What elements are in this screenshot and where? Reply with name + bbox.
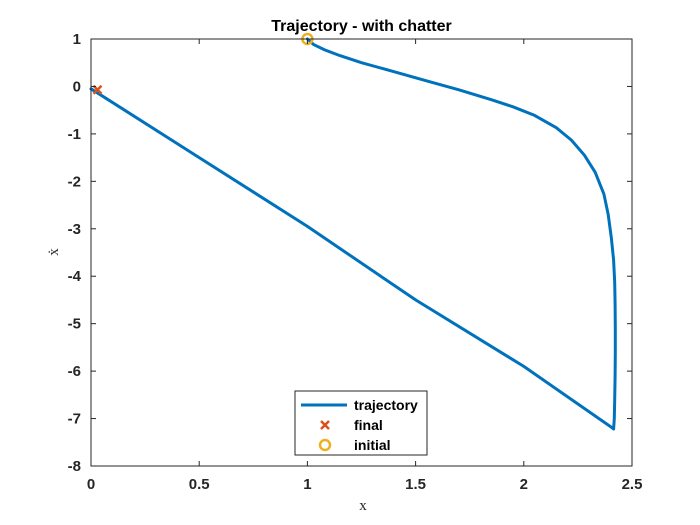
- y-axis-label: ẋ: [46, 248, 62, 256]
- legend-items: trajectory final initial: [301, 397, 418, 453]
- legend-swatch-final-stroke-b: [320, 420, 330, 430]
- x-tick-label: 1: [303, 476, 311, 493]
- x-tick-label: 1.5: [405, 476, 426, 493]
- y-tick-label: -4: [68, 268, 82, 285]
- y-tick-label: -8: [68, 458, 81, 475]
- chart-title: Trajectory - with chatter: [271, 18, 452, 35]
- legend: trajectory final initial: [294, 390, 428, 456]
- y-tick-label: -1: [68, 126, 81, 143]
- ticks-layer: [90, 38, 633, 467]
- y-tick-label: -7: [68, 411, 81, 428]
- legend-swatch-initial: [318, 438, 332, 452]
- y-tick-label: -5: [68, 316, 81, 333]
- y-tick-label: -3: [68, 221, 81, 238]
- legend-label-final: final: [354, 417, 383, 433]
- legend-label-initial: initial: [354, 437, 391, 453]
- x-tick-label: 0: [87, 476, 95, 493]
- legend-label-trajectory: trajectory: [354, 397, 418, 413]
- x-tick-label: 2: [520, 476, 528, 493]
- legend-swatch-final: [320, 420, 330, 430]
- x-tick-label: 0.5: [189, 476, 210, 493]
- y-tick-label: 0: [73, 78, 81, 95]
- legend-box: [294, 390, 428, 456]
- y-tick-label: -2: [68, 173, 81, 190]
- x-axis-label: x: [359, 498, 367, 514]
- y-tick-label: -6: [68, 363, 81, 380]
- y-tick-label: 1: [73, 31, 81, 48]
- series-trajectory-line: [89, 37, 617, 431]
- tick-labels-layer: 0 0.5 1 1.5 2 2.5 1 0 -1 -2 -3 -4 -5 -6 -7 -8: [68, 31, 643, 493]
- x-tick-label: 2.5: [622, 476, 643, 493]
- plot-frame: [90, 38, 633, 467]
- series-final-marker-stroke-b: [92, 84, 103, 95]
- series-final-marker: [92, 84, 103, 95]
